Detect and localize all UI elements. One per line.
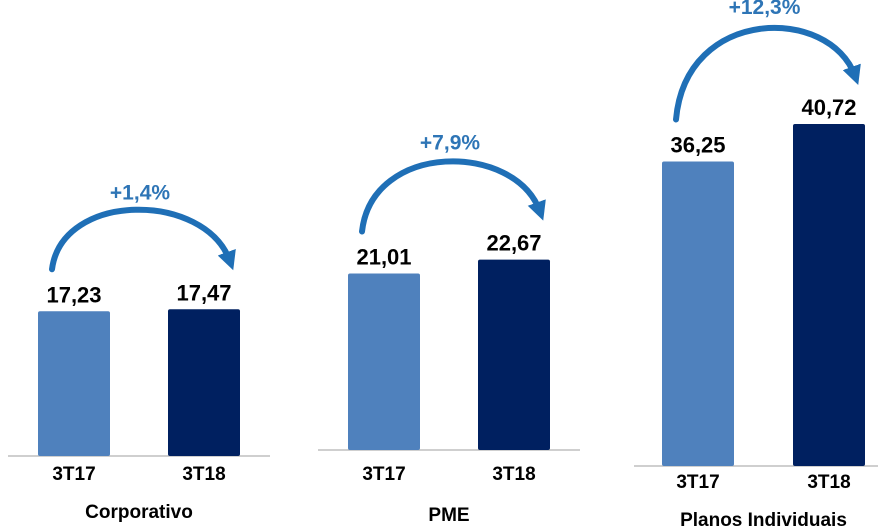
change-label: +1,4% [110,181,170,204]
group-label: Planos Individuais [680,510,847,531]
data-label: 21,01 [356,245,411,270]
growth-arrow-icon [49,206,236,273]
bar-3t18 [793,123,865,467]
tick-label: 3T18 [807,472,850,493]
data-label: 17,47 [176,280,231,305]
tick-label: 3T17 [676,472,719,493]
bar-3t18 [168,309,240,456]
chart-group-1: 21,01 3T17 22,67 3T18 PME +7,9% [318,132,580,526]
tick-label: 3T17 [362,464,405,485]
data-label: 36,25 [670,133,725,158]
change-label: +12,3% [729,0,801,19]
tick-label: 3T17 [52,464,95,485]
chart-group-0: 17,23 3T17 17,47 3T18 Corporativo +1,4% [8,181,270,523]
chart-group-2: 36,25 3T17 40,72 3T18 Planos Individuais +12,… [634,0,878,531]
data-label: 17,23 [46,282,101,307]
change-label: +7,9% [420,132,480,155]
data-label: 22,67 [486,231,541,256]
group-label: PME [428,505,469,526]
bar-3t17 [38,311,110,456]
bar-3t18 [478,259,550,450]
growth-arrow-icon [359,158,546,235]
tick-label: 3T18 [182,464,225,485]
bar-3t17 [348,273,420,450]
bar-3t17 [662,161,734,466]
growth-arrow-icon [673,25,861,123]
tick-label: 3T18 [492,464,535,485]
data-label: 40,72 [801,95,856,120]
group-label: Corporativo [85,502,193,523]
